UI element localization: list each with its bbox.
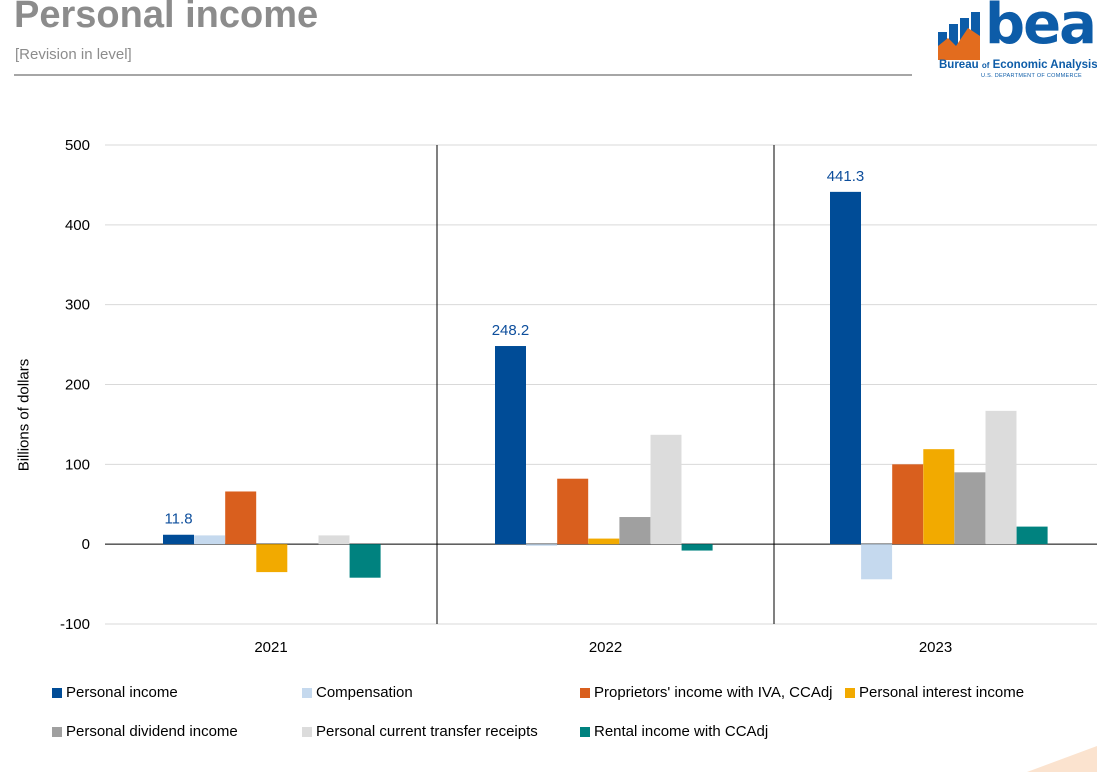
bar [619, 517, 651, 545]
bar [923, 449, 955, 545]
bar [349, 544, 381, 578]
legend-swatch [52, 726, 62, 737]
bea-logo-name: Bureau of Economic Analysis [939, 59, 1097, 71]
legend-item: Rental income with CCAdj [580, 723, 768, 740]
bar [163, 534, 194, 545]
bea-logo-word: bea [985, 0, 1097, 57]
data-label: 11.8 [164, 511, 192, 528]
corner-decoration [1027, 746, 1097, 772]
bar [225, 491, 257, 545]
legend-item: Personal interest income [845, 684, 1024, 701]
legend-swatch [52, 687, 62, 698]
bar-chart: -100 0 100 200 300 400 500 2021 2022 2023 11.8 248.… [60, 137, 1097, 656]
bar [1016, 526, 1048, 545]
bar [194, 535, 226, 545]
bar [985, 410, 1017, 545]
legend-label: Personal current transfer receipts [316, 723, 538, 740]
bar [954, 472, 986, 545]
data-label: 248.2 [492, 322, 530, 339]
y-tick-label: 100 [65, 456, 90, 473]
title-divider [14, 74, 912, 76]
y-tick-label: -100 [60, 616, 90, 633]
legend-item: Proprietors' income with IVA, CCAdj [580, 684, 833, 701]
bea-logo: bea Bureau of Economic Analysis U.S. DEP… [935, 0, 1097, 82]
bar [256, 544, 288, 573]
legend-swatch [302, 726, 312, 737]
y-tick-label: 0 [82, 536, 90, 553]
legend-label: Personal dividend income [66, 723, 238, 740]
legend-item: Personal current transfer receipts [302, 723, 538, 740]
legend-label: Rental income with CCAdj [594, 723, 769, 740]
x-tick-label: 2021 [254, 639, 287, 656]
page-title: Personal income [14, 0, 319, 36]
y-tick-label: 200 [65, 377, 90, 394]
legend-swatch [580, 687, 590, 698]
legend-swatch [845, 687, 855, 698]
legend-item: Compensation [302, 684, 413, 701]
bar [588, 538, 620, 545]
bar [526, 544, 558, 546]
data-label: 441.3 [827, 168, 865, 185]
legend-item: Personal income [52, 684, 178, 701]
bar [861, 544, 893, 580]
legend-item: Personal dividend income [52, 723, 238, 740]
bar [681, 544, 713, 551]
y-tick-label: 300 [65, 297, 90, 314]
legend-label: Proprietors' income with IVA, CCAdj [594, 684, 833, 701]
legend-label: Personal income [66, 684, 178, 701]
bar [495, 346, 526, 545]
bea-logo-department: U.S. DEPARTMENT OF COMMERCE [981, 73, 1082, 79]
legend-label: Compensation [316, 684, 413, 701]
page-subtitle: [Revision in level] [15, 46, 132, 63]
legend-label: Personal interest income [859, 684, 1025, 701]
legend-swatch [302, 687, 312, 698]
bar [318, 535, 350, 545]
bar [892, 464, 924, 545]
y-tick-label: 500 [65, 137, 90, 154]
bar [830, 191, 861, 545]
x-tick-label: 2023 [919, 639, 952, 656]
legend-swatch [580, 726, 590, 737]
x-tick-label: 2022 [589, 639, 622, 656]
bar [650, 434, 682, 545]
bea-logo-mark-icon [938, 12, 980, 60]
bar [557, 478, 589, 545]
y-tick-label: 400 [65, 217, 90, 234]
